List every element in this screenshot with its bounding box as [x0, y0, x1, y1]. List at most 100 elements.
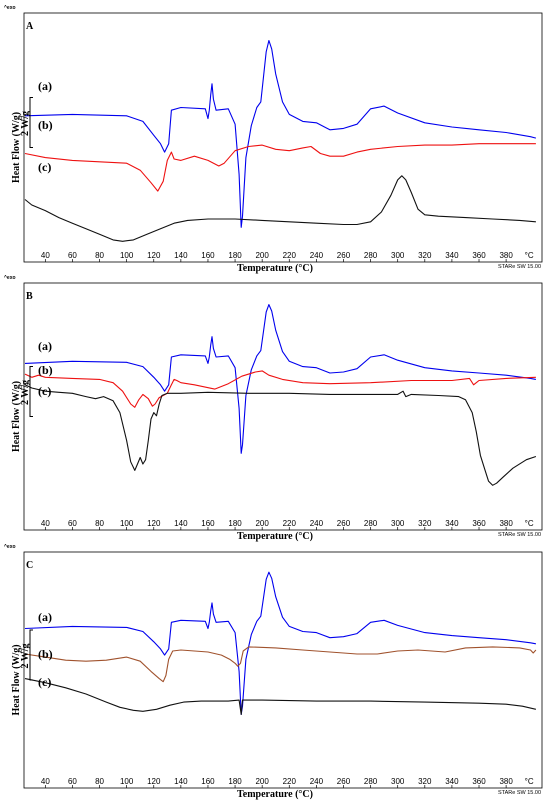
software-label: STARe SW 15.00 [498, 532, 541, 538]
series-label-2: (c) [38, 675, 51, 689]
x-tick-label: 380 [499, 777, 513, 786]
series-label-2: (c) [38, 384, 51, 398]
software-label: STARe SW 15.00 [498, 264, 541, 270]
x-tick-label: 60 [68, 251, 77, 260]
x-tick-label: 40 [41, 777, 50, 786]
x-tick-label: 360 [472, 251, 486, 260]
x-tick-label: 360 [472, 519, 486, 528]
series-line-0 [24, 571, 537, 715]
x-tick-label: 220 [283, 519, 297, 528]
software-label: STARe SW 15.00 [498, 790, 541, 796]
series-line-1 [24, 370, 536, 408]
x-tick-label: 320 [418, 251, 432, 260]
panel-C: ^exo C (a) (b) (c) Heat Flow (W/g)2 W/g 40 60 80… [4, 544, 543, 800]
panel-label: B [26, 291, 33, 302]
x-tick-label: 200 [255, 251, 269, 260]
scale-bar [29, 629, 33, 681]
series-line-0 [24, 39, 537, 228]
x-tick-label: 200 [255, 777, 269, 786]
panel-label: A [26, 21, 34, 32]
panel-label: C [26, 560, 33, 571]
series-label-1: (b) [38, 118, 53, 132]
x-tick-label: 360 [472, 777, 486, 786]
x-tick-label: 260 [337, 777, 351, 786]
series-label-1: (b) [38, 647, 53, 661]
scale-bar-label: 2 W/g [20, 643, 31, 668]
x-tick-label: 340 [445, 777, 459, 786]
x-ticks: 40 60 80 100 120 140 160 180 200 220 240 260 280 300 3… [41, 777, 534, 788]
plot-frame [23, 282, 543, 531]
x-tick-label: 40 [41, 519, 50, 528]
x-tick-label: 120 [147, 777, 161, 786]
panel-B: ^exo B (a) (b) (c) Heat Flow (W/g)2 W/g 40 60 80… [4, 275, 543, 542]
x-tick-label: 200 [255, 519, 269, 528]
x-tick-label: 60 [68, 519, 77, 528]
x-unit-label: °C [525, 251, 534, 260]
x-tick-label: 160 [201, 251, 215, 260]
x-tick-label: 380 [499, 251, 513, 260]
y-axis-label: Heat Flow (W/g) [11, 381, 22, 452]
series-line-1 [24, 646, 537, 683]
x-tick-label: 240 [310, 251, 324, 260]
series-line-2 [24, 175, 536, 242]
x-ticks: 40 60 80 100 120 140 160 180 200 220 240 260 280 300 3… [41, 519, 534, 530]
x-ticks: 40 60 80 100 120 140 160 180 200 220 240 260 280 300 3… [41, 251, 534, 262]
x-tick-label: 380 [499, 519, 513, 528]
x-tick-label: 100 [120, 519, 134, 528]
x-tick-label: 80 [95, 519, 104, 528]
x-tick-label: 180 [228, 777, 242, 786]
x-tick-label: 320 [418, 777, 432, 786]
x-tick-label: 180 [228, 519, 242, 528]
series-label-0: (a) [38, 610, 52, 624]
scale-bar [29, 97, 33, 148]
series-line-2 [24, 678, 537, 715]
x-tick-label: 60 [68, 777, 77, 786]
x-axis-label: Temperature (°C) [237, 789, 313, 800]
x-tick-label: 120 [147, 251, 161, 260]
x-tick-label: 140 [174, 519, 188, 528]
scale-bar-label: 2 W/g [20, 111, 31, 136]
x-tick-label: 120 [147, 519, 161, 528]
x-tick-label: 220 [283, 777, 297, 786]
x-tick-label: 280 [364, 777, 378, 786]
x-tick-label: 260 [337, 519, 351, 528]
x-tick-label: 160 [201, 519, 215, 528]
x-tick-label: 300 [391, 251, 405, 260]
series-label-2: (c) [38, 160, 51, 174]
x-tick-label: 140 [174, 777, 188, 786]
x-tick-label: 300 [391, 777, 405, 786]
x-axis-label: Temperature (°C) [237, 531, 313, 542]
x-tick-label: 100 [120, 777, 134, 786]
x-unit-label: °C [525, 519, 534, 528]
x-tick-label: 240 [310, 519, 324, 528]
x-axis-label: Temperature (°C) [237, 263, 313, 274]
x-tick-label: 80 [95, 777, 104, 786]
y-axis-label: Heat Flow (W/g) [11, 112, 22, 183]
series-line-1 [24, 143, 536, 192]
plot-frame [23, 551, 543, 789]
x-tick-label: 240 [310, 777, 324, 786]
x-tick-label: 340 [445, 519, 459, 528]
panel-A: ^exo A (a) (b) (c) Heat Flow (W/g)2 W/g 40 60 80… [4, 5, 543, 274]
exo-label: ^exo [4, 275, 16, 281]
x-tick-label: 340 [445, 251, 459, 260]
x-tick-label: 40 [41, 251, 50, 260]
x-tick-label: 280 [364, 251, 378, 260]
x-tick-label: 280 [364, 519, 378, 528]
series-line-2 [24, 384, 537, 486]
x-tick-label: 80 [95, 251, 104, 260]
exo-label: ^exo [4, 5, 16, 11]
scale-bar [29, 366, 33, 417]
scale-bar-label: 2 W/g [20, 380, 31, 405]
x-tick-label: 140 [174, 251, 188, 260]
x-tick-label: 320 [418, 519, 432, 528]
x-tick-label: 100 [120, 251, 134, 260]
exo-label: ^exo [4, 544, 16, 550]
series-label-0: (a) [38, 339, 52, 353]
plot-frame [23, 12, 543, 263]
series-label-0: (a) [38, 79, 52, 93]
y-axis-label: Heat Flow (W/g) [11, 644, 22, 715]
x-tick-label: 300 [391, 519, 405, 528]
x-tick-label: 180 [228, 251, 242, 260]
